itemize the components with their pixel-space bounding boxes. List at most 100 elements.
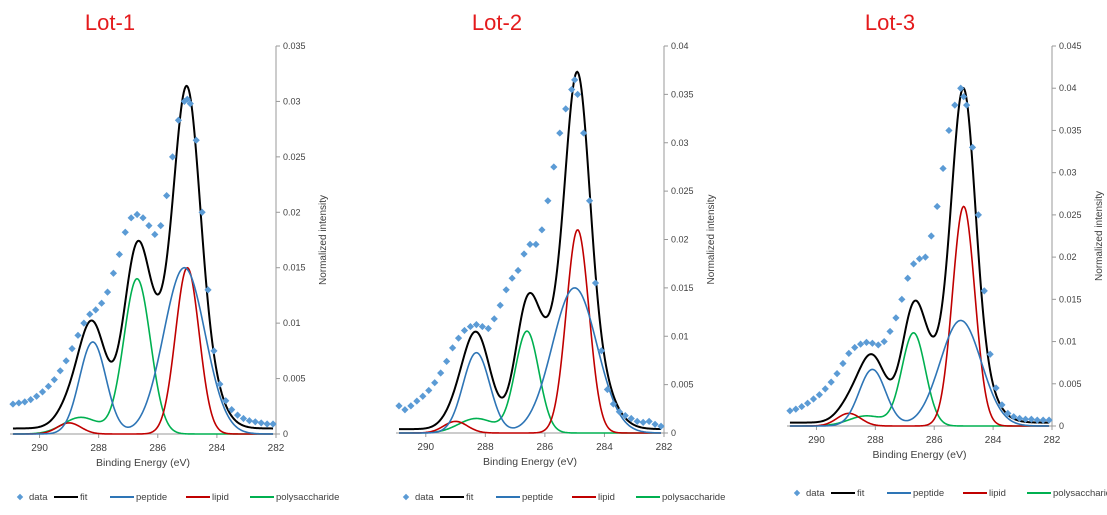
data-point (103, 288, 112, 296)
data-point (645, 417, 653, 425)
data-point (62, 357, 70, 365)
data-point (862, 338, 871, 346)
data-point (957, 84, 965, 92)
x-tick-label: 282 (1044, 435, 1061, 446)
data-point (460, 326, 469, 335)
peptide-curve (398, 287, 662, 434)
data-point (621, 411, 629, 420)
data-point (198, 208, 206, 216)
y-tick-label: 0.03 (1059, 168, 1077, 178)
data-point (939, 164, 947, 173)
legend: data fit peptide lipid polysaccharide (16, 492, 339, 503)
data-point (585, 197, 594, 205)
legend-label-polysaccharide: polysaccharide (276, 492, 339, 503)
data-point (892, 314, 900, 322)
legend-label-data: data (806, 488, 825, 499)
data-point (874, 341, 882, 349)
data-point (562, 105, 570, 113)
data-point (1004, 409, 1012, 417)
data-point (1027, 415, 1035, 423)
data-point (1016, 414, 1024, 422)
data-point (109, 269, 118, 277)
data-point (544, 197, 552, 205)
data-point (792, 405, 800, 413)
data-point (38, 388, 47, 396)
y-tick-label: 0.025 (671, 186, 694, 196)
y-tick-label: 0.01 (1059, 337, 1077, 347)
chart-panel-1: Lot-1 290 288 286 284 282 0 0.005 0.01 0.015 0.02 0… (9, 10, 339, 503)
data-point (974, 211, 982, 219)
y-tick-label: 0.02 (1059, 252, 1077, 262)
data-point (615, 408, 623, 416)
legend-label-peptide: peptide (136, 492, 167, 503)
y-tick-label: 0.025 (283, 152, 306, 162)
y-tick-label: 0.015 (1059, 294, 1082, 304)
chart-title: Lot-2 (472, 10, 522, 35)
data-point (228, 406, 236, 414)
y-tick-label: 0.025 (1059, 210, 1082, 220)
y-tick-label: 0.005 (671, 380, 694, 390)
data-point (157, 221, 165, 230)
y-tick-label: 0.03 (671, 138, 689, 148)
data-point (821, 385, 829, 393)
data-point (568, 85, 576, 94)
data-point (603, 385, 612, 394)
x-axis-label: Binding Energy (eV) (873, 449, 967, 461)
y-tick-label: 0.04 (1059, 83, 1077, 93)
chart-title: Lot-3 (865, 10, 915, 35)
data-point (915, 255, 924, 263)
y-tick-label: 0.02 (671, 235, 689, 245)
data-point (633, 417, 641, 425)
data-point (1021, 415, 1030, 423)
data-point (233, 411, 242, 419)
legend-data-marker (16, 493, 24, 501)
legend-label-polysaccharide: polysaccharide (662, 492, 725, 503)
data-point (839, 359, 847, 368)
legend-label-fit: fit (80, 492, 88, 503)
data-point (550, 163, 558, 171)
data-point (945, 126, 953, 135)
x-tick-label: 288 (867, 435, 884, 446)
data-point (657, 422, 665, 430)
y-tick-label: 0.01 (671, 331, 689, 341)
legend-label-peptide: peptide (522, 492, 553, 503)
data-point (786, 407, 794, 415)
lipid-curve (789, 205, 1050, 427)
data-point (927, 232, 935, 240)
y-tick-label: 0.015 (283, 263, 306, 273)
data-point (395, 402, 403, 410)
data-point (992, 384, 1000, 392)
y-axis-label: Normalized intensity (1094, 191, 1105, 281)
data-point (639, 418, 647, 426)
data-point (478, 322, 486, 331)
data-point (86, 310, 94, 318)
data-point (868, 339, 876, 347)
chart-panel-3: Lot-3 290 288 286 284 282 0 0.005 0.01 0.015 0.02 0… (786, 10, 1107, 499)
data-point (174, 116, 183, 124)
data-point (651, 420, 659, 428)
data-point (921, 253, 929, 261)
data-point (186, 100, 194, 108)
data-point (127, 214, 135, 222)
data-point (92, 306, 100, 314)
data-point (425, 386, 433, 395)
x-tick-label: 288 (90, 443, 107, 454)
legend: data fit peptide lipid polysaccharide (402, 492, 725, 503)
legend-label-lipid: lipid (989, 488, 1006, 499)
data-point (443, 357, 451, 366)
data-point (804, 399, 812, 407)
data-point (574, 90, 582, 98)
y-tick-label: 0.005 (283, 374, 306, 384)
data-point (68, 345, 76, 353)
data-point (845, 349, 853, 357)
legend-label-data: data (29, 492, 48, 503)
data-point (44, 382, 53, 390)
x-tick-label: 286 (926, 435, 943, 446)
data-point (1045, 416, 1053, 424)
data-point (514, 266, 522, 275)
data-point (163, 192, 171, 200)
data-point (56, 367, 64, 375)
data-point (520, 250, 528, 258)
data-point (401, 406, 409, 414)
